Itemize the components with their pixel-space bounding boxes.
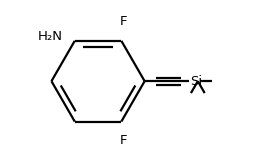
Text: F: F xyxy=(120,134,127,147)
Text: F: F xyxy=(120,15,127,28)
Text: H₂N: H₂N xyxy=(38,30,63,43)
Text: Si: Si xyxy=(190,75,202,88)
